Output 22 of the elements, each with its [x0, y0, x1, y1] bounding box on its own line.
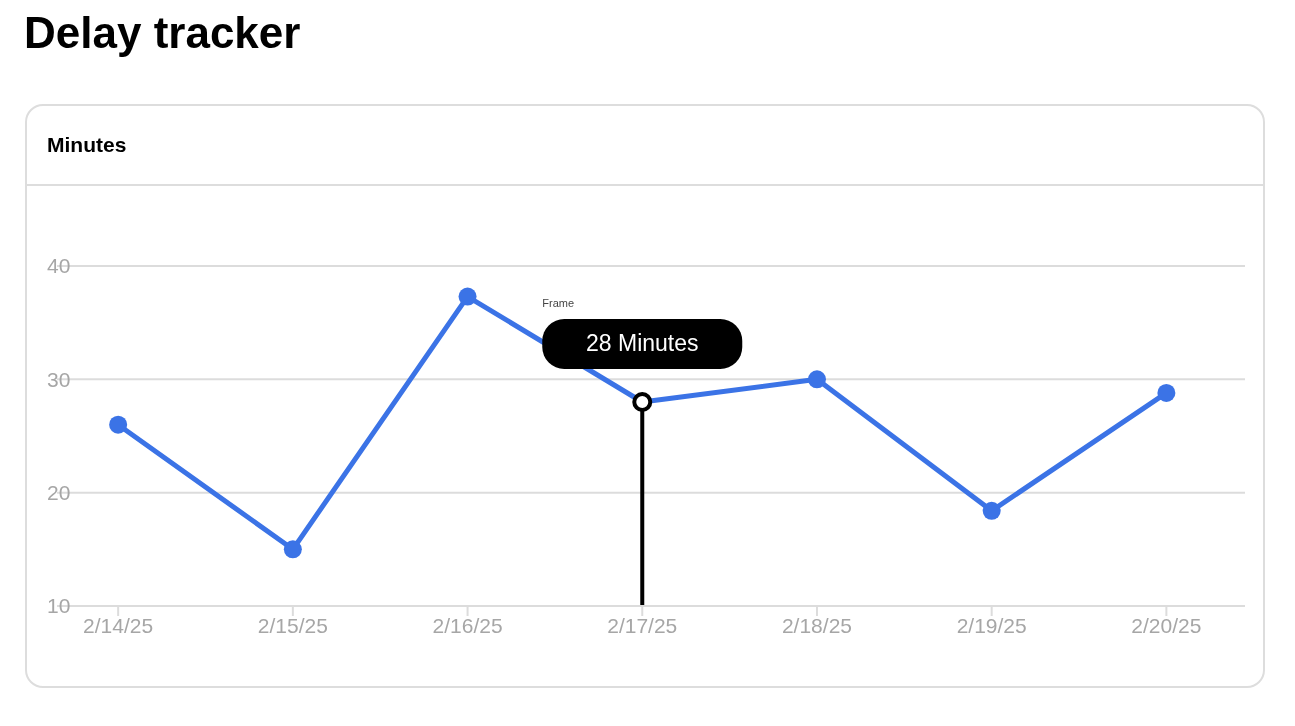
x-tick-label: 2/15/25	[257, 613, 328, 637]
point	[283, 540, 302, 559]
point	[109, 415, 128, 434]
point	[982, 501, 1001, 520]
x-tick-label: 2/18/25	[781, 613, 853, 637]
x-tick-label: 2/19/25	[956, 613, 1027, 637]
y-tick-label: 20	[47, 481, 71, 505]
x-tick-label: 2/16/25	[432, 613, 503, 637]
x-tick-label: 2/14/25	[83, 613, 154, 637]
x-tick-label: 2/17/25	[607, 613, 678, 637]
x-tick-label: 2/20/25	[1131, 613, 1202, 637]
annotation: Frame	[542, 297, 575, 309]
annotation: 28 Minutes	[586, 330, 699, 356]
y-tick-label: 40	[47, 254, 71, 278]
point	[1157, 383, 1176, 402]
y-tick-label: 30	[47, 367, 71, 391]
point	[458, 287, 477, 306]
chart-title: Delay tracker	[24, 8, 302, 59]
point	[807, 370, 826, 389]
y-axis-title: Minutes	[27, 106, 1263, 186]
callout-label: 28 Minutes	[542, 319, 743, 369]
y-tick-label: 10	[47, 594, 71, 618]
